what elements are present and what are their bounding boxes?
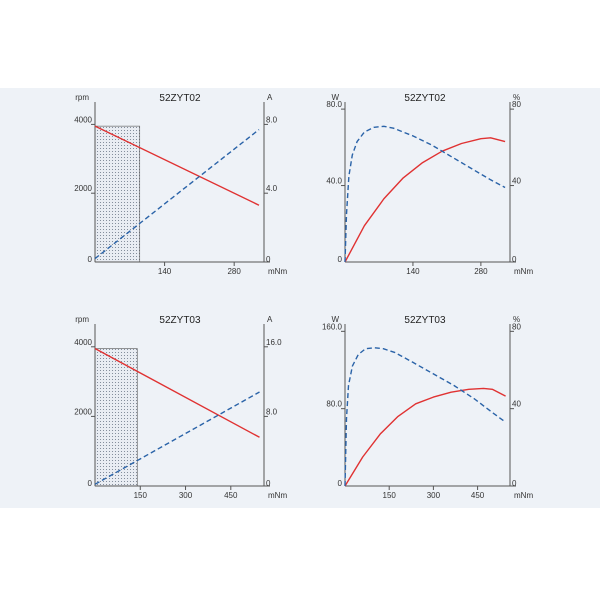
right-tick-label: 0: [512, 479, 517, 488]
chart-title: 52ZYT02: [159, 93, 201, 104]
right-tick-label: 80: [512, 100, 521, 109]
series-line-left-axis: [344, 387, 506, 487]
left-tick-label: 0: [338, 255, 343, 264]
series-line-left-axis: [94, 347, 260, 438]
left-tick-label: 80.0: [326, 400, 342, 409]
right-tick-label: 80: [512, 322, 521, 331]
right-tick-label: 0: [266, 479, 271, 488]
left-tick-label: 0: [88, 479, 93, 488]
chart-title: 52ZYT03: [159, 315, 201, 326]
right-tick-label: 40: [512, 177, 521, 186]
right-tick-label: 0: [266, 255, 271, 264]
right-tick-label: 16.0: [266, 338, 282, 347]
right-tick-label: 40: [512, 400, 521, 409]
rated-operating-region: [94, 348, 138, 487]
right-tick-label: 0: [512, 255, 517, 264]
right-tick-label: 8.0: [266, 115, 278, 124]
right-tick-label: 8.0: [266, 407, 278, 416]
x-tick-label: 450: [224, 491, 238, 500]
left-tick-label: 4000: [74, 338, 92, 347]
chart-title: 52ZYT02: [404, 93, 446, 104]
series-line-left-axis: [94, 125, 260, 206]
left-tick-label: 4000: [74, 115, 92, 124]
left-tick-label: 80.0: [326, 100, 342, 109]
x-axis-unit: mNm: [268, 491, 287, 500]
left-tick-label: 2000: [74, 184, 92, 193]
right-axis-unit: A: [267, 315, 273, 324]
left-tick-label: 160.0: [322, 322, 343, 331]
right-tick-label: 4.0: [266, 184, 278, 193]
chart-title: 52ZYT03: [404, 315, 446, 326]
left-tick-label: 2000: [74, 407, 92, 416]
x-axis-unit: mNm: [514, 267, 533, 276]
series-line-left-axis: [344, 137, 506, 263]
series-line-right-axis: [344, 125, 506, 263]
x-tick-label: 300: [427, 491, 441, 500]
series-line-right-axis: [94, 129, 260, 260]
left-tick-label: 0: [338, 479, 343, 488]
x-tick-label: 450: [471, 491, 485, 500]
x-tick-label: 140: [406, 267, 420, 276]
left-axis-unit: W: [331, 93, 339, 102]
right-axis-unit: %: [513, 93, 520, 102]
x-axis-unit: mNm: [514, 491, 533, 500]
right-axis-unit: A: [267, 93, 273, 102]
left-axis-unit: rpm: [75, 93, 89, 102]
left-tick-label: 40.0: [326, 177, 342, 186]
x-tick-label: 280: [227, 267, 241, 276]
rated-operating-region: [94, 125, 141, 263]
x-tick-label: 280: [474, 267, 488, 276]
x-tick-label: 150: [134, 491, 148, 500]
x-axis-unit: mNm: [268, 267, 287, 276]
left-axis-unit: W: [331, 315, 339, 324]
series-line-right-axis: [344, 347, 507, 487]
right-axis-unit: %: [513, 315, 520, 324]
x-tick-label: 300: [179, 491, 193, 500]
left-tick-label: 0: [88, 255, 93, 264]
left-axis-unit: rpm: [75, 315, 89, 324]
x-tick-label: 140: [158, 267, 172, 276]
x-tick-label: 150: [383, 491, 397, 500]
